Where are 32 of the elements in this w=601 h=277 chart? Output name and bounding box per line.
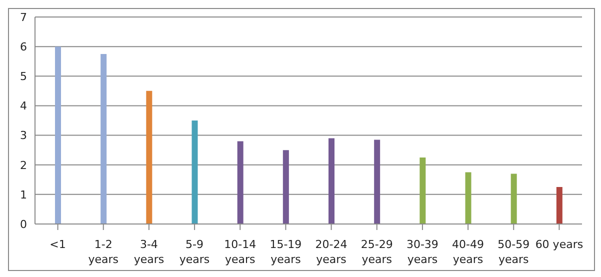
bar xyxy=(146,90,152,224)
x-tick-label: 1-2 years xyxy=(88,238,119,266)
y-tick-label: 1 xyxy=(20,188,27,202)
x-tick-label: 50-59 years xyxy=(498,238,530,266)
bar xyxy=(192,120,198,224)
y-tick-label: 4 xyxy=(20,100,27,113)
x-tick-label: 3-4 years xyxy=(134,238,164,266)
bar xyxy=(556,187,562,224)
bar xyxy=(420,157,426,224)
x-tick-label: 40-49 years xyxy=(452,238,484,266)
y-tick-label: 7 xyxy=(20,10,27,24)
y-tick-label: 6 xyxy=(20,40,27,54)
bar xyxy=(237,141,244,224)
x-tick-label: 20-24 years xyxy=(315,238,348,266)
bar xyxy=(55,46,61,224)
y-tick-label: 2 xyxy=(20,158,27,172)
x-tick-label: 60 years xyxy=(535,238,584,251)
x-tick-label: 10-14 years xyxy=(224,238,256,266)
bar xyxy=(100,54,107,224)
y-tick-label: 0 xyxy=(20,218,27,231)
x-tick-label: 5-9 years xyxy=(179,238,210,266)
x-tick-label: 15-19 years xyxy=(270,238,302,266)
bar xyxy=(465,172,472,224)
y-tick-label: 5 xyxy=(20,70,27,84)
y-tick-label: 3 xyxy=(20,129,27,142)
x-tick-label: 30-39 years xyxy=(406,238,438,266)
bar xyxy=(510,174,517,224)
x-tick-label: 25-29 years xyxy=(360,238,393,266)
bar xyxy=(328,138,334,224)
x-tick-label: <1 xyxy=(50,238,66,251)
bar xyxy=(282,150,289,224)
bar xyxy=(374,140,380,224)
